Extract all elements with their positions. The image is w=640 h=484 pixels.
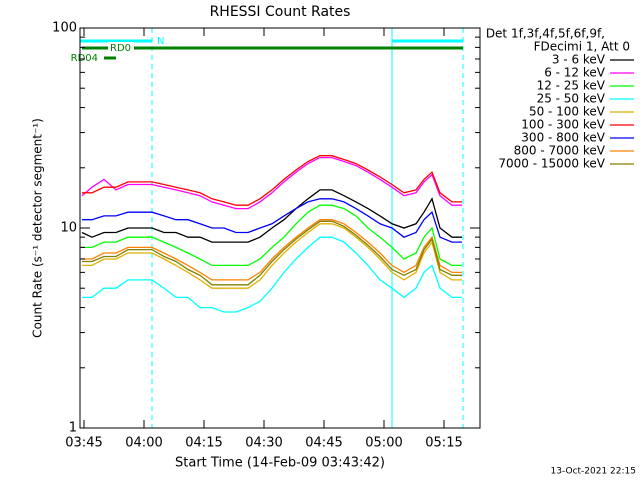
legend-label: 50 - 100 keV (529, 105, 606, 119)
x-tick-label: 05:15 (425, 436, 462, 451)
y-tick-label: 10 (60, 221, 77, 236)
y-tick-label: 100 (52, 21, 77, 36)
legend-label: 300 - 800 keV (521, 131, 605, 145)
legend-label: 7000 - 15000 keV (498, 157, 605, 171)
flag-label-bg (108, 42, 134, 54)
series-line (82, 236, 462, 313)
y-tick-label: 1 (69, 421, 77, 436)
legend-title: Det 1f,3f,4f,5f,6f,9f, (486, 27, 605, 41)
series-line (82, 204, 462, 267)
x-tick-label: 04:30 (245, 436, 282, 451)
series-line (81, 156, 462, 210)
x-axis-label: Start Time (14-Feb-09 03:43:42) (175, 456, 385, 471)
chart-title: RHESSI Count Rates (210, 4, 351, 20)
series-line (82, 223, 462, 289)
x-tick-label: 04:45 (305, 436, 342, 451)
legend-label: 6 - 12 keV (544, 66, 606, 80)
flag-label: RD0 (110, 43, 131, 54)
series-line (82, 198, 462, 243)
series-line (82, 155, 462, 206)
y-axis-label: Count Rate (s⁻¹ detector segment⁻¹) (31, 118, 45, 338)
legend-label: 12 - 25 keV (537, 79, 606, 93)
x-tick-label: 04:00 (125, 436, 162, 451)
series-line (81, 189, 462, 243)
footer: 13-Oct-2021 22:15 (551, 467, 636, 477)
legend-label: 25 - 50 keV (537, 92, 606, 106)
flag-label: N (157, 36, 164, 47)
series-line (82, 219, 462, 281)
x-tick-label: 05:00 (365, 436, 402, 451)
series-line (82, 220, 462, 286)
legend-title: FDecimi 1, Att 0 (534, 40, 630, 54)
legend-label: 100 - 300 keV (521, 118, 605, 132)
legend-label: 3 - 6 keV (552, 53, 606, 67)
legend-label: 800 - 7000 keV (514, 144, 606, 158)
x-tick-label: 03:45 (65, 436, 102, 451)
x-tick-label: 04:15 (185, 436, 222, 451)
